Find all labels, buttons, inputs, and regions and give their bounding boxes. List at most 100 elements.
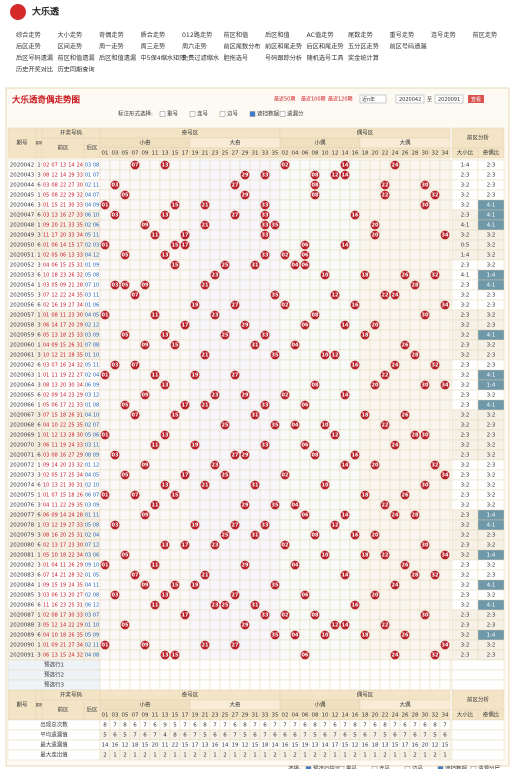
nav-link[interactable]: 后区走势 xyxy=(16,43,41,51)
cell xyxy=(379,319,391,331)
column-header: 25 xyxy=(222,713,229,719)
nav-link[interactable]: 区间走势 xyxy=(58,43,83,51)
cell xyxy=(429,239,441,251)
select-box[interactable] xyxy=(359,94,387,104)
nav-link[interactable]: 连号走势 xyxy=(431,31,456,39)
nav-link[interactable]: 后区和尾走势 xyxy=(307,43,344,51)
cell xyxy=(269,339,281,351)
cell xyxy=(209,179,221,191)
nav-link[interactable]: AC值走势 xyxy=(307,31,334,39)
period-option[interactable]: 最近50期 xyxy=(274,96,295,103)
checkbox-label[interactable]: 边号 xyxy=(412,765,424,769)
checkbox[interactable] xyxy=(470,766,477,769)
nav-link[interactable]: 奖金统计算 xyxy=(348,54,379,62)
checkbox[interactable] xyxy=(338,766,345,769)
cell xyxy=(119,339,131,351)
checkbox-label[interactable]: 重号 xyxy=(167,110,179,118)
cell xyxy=(189,479,201,491)
cell xyxy=(369,509,381,521)
nav-link[interactable]: 免费过滤缩水 xyxy=(182,54,220,62)
hit-number: 29 xyxy=(242,323,249,329)
cell xyxy=(369,629,381,641)
nav-link[interactable]: 重号走势 xyxy=(390,31,415,39)
nav-link[interactable]: 012路走势 xyxy=(182,31,212,39)
nav-link[interactable]: 综合走势 xyxy=(16,31,41,39)
front-number: 03 xyxy=(43,453,49,459)
checkbox[interactable] xyxy=(279,111,286,117)
checkbox-label[interactable]: 重号 xyxy=(346,765,358,769)
nav-link[interactable]: 前区号码遗漏 xyxy=(390,43,427,51)
cell xyxy=(409,419,421,431)
front-number: 10 xyxy=(43,353,49,359)
cell xyxy=(99,359,111,371)
cell xyxy=(349,429,361,441)
ratio: 2:3 xyxy=(461,563,470,569)
nav-link[interactable]: 五分区走势 xyxy=(348,43,379,51)
nav-link[interactable]: 尾数走势 xyxy=(348,31,373,39)
nav-link[interactable]: 大小走势 xyxy=(58,31,83,39)
checkbox[interactable] xyxy=(219,111,226,117)
nav-link[interactable]: 前区尾数分布 xyxy=(224,43,261,51)
back-number: 01 xyxy=(85,263,91,269)
nav-link[interactable]: 前区和值 xyxy=(224,31,249,39)
cell xyxy=(119,199,131,211)
checkbox-label[interactable]: 连号 xyxy=(197,110,209,118)
checkbox[interactable] xyxy=(437,766,444,769)
nav-link[interactable]: 质合走势 xyxy=(141,31,166,39)
nav-link[interactable]: 周三走势 xyxy=(141,43,166,51)
button[interactable] xyxy=(468,95,484,103)
period-option[interactable]: 最近100期 xyxy=(301,96,326,103)
nav-link[interactable]: 周一走势 xyxy=(99,43,124,51)
input-from[interactable] xyxy=(395,94,425,104)
cell xyxy=(199,619,211,631)
nav-link[interactable]: 奇偶走势 xyxy=(99,31,124,39)
cell xyxy=(149,569,161,581)
checkbox[interactable] xyxy=(159,111,166,117)
checkbox[interactable] xyxy=(189,111,196,117)
cell xyxy=(99,409,111,421)
hit-number: 05 xyxy=(122,283,129,289)
nav-link[interactable]: 前区和尾走势 xyxy=(265,43,302,51)
checkbox-label[interactable]: 遮挡数据 xyxy=(257,110,280,118)
cell xyxy=(119,419,131,431)
nav-link[interactable]: 随机选号工具 xyxy=(307,54,344,62)
hit-ball xyxy=(260,220,270,230)
period-option[interactable]: 最近120期 xyxy=(328,96,353,103)
select-text[interactable]: 近n年 xyxy=(362,96,375,103)
nav-link[interactable]: 后区和值遗漏 xyxy=(99,54,136,62)
front-number: 15 xyxy=(60,343,66,349)
cell xyxy=(249,679,261,691)
nav-link[interactable]: 后区和值 xyxy=(265,31,290,39)
checkbox[interactable] xyxy=(404,766,411,769)
cell xyxy=(299,209,311,221)
button-text[interactable]: 查看 xyxy=(471,96,481,103)
nav-link[interactable]: 前区走势 xyxy=(473,31,498,39)
nav-link[interactable]: 前区和值遗漏 xyxy=(58,54,95,62)
nav-link[interactable]: 周六走势 xyxy=(182,43,207,51)
nav-link[interactable]: 历史开奖对比 xyxy=(16,66,53,74)
cell xyxy=(439,749,451,761)
hit-number: 20 xyxy=(372,233,379,239)
cell xyxy=(389,559,401,571)
checkbox-label[interactable]: 遗漏分层 xyxy=(478,765,501,769)
checkbox-label[interactable]: 预选行提示 xyxy=(313,765,341,769)
cell xyxy=(199,549,211,561)
nav-link[interactable]: 号码跟踪分析 xyxy=(265,54,302,62)
nav-link[interactable]: 后区号码遗漏 xyxy=(16,54,53,62)
checkbox[interactable] xyxy=(249,111,256,117)
checkbox-label[interactable]: 遮挡数据 xyxy=(445,765,468,769)
nav-link[interactable]: 历史同期查询 xyxy=(58,66,95,74)
subzone-header: 大偶 xyxy=(399,139,411,147)
hit-ball xyxy=(160,250,170,260)
checkbox-label[interactable]: 遗漏分 xyxy=(287,110,304,118)
cell xyxy=(179,669,191,681)
checkbox-label[interactable]: 边号 xyxy=(227,110,239,118)
stat-value: 5 xyxy=(313,733,317,739)
nav-link[interactable]: 胆拖选号 xyxy=(224,54,249,62)
checkbox-label[interactable]: 连号 xyxy=(379,765,391,769)
checkbox[interactable] xyxy=(371,766,378,769)
nav-link[interactable]: 中5保4缩水矩阵 xyxy=(141,54,186,62)
back-number: 11 xyxy=(93,643,99,649)
checkbox[interactable] xyxy=(305,766,312,769)
input-to[interactable] xyxy=(434,94,464,104)
